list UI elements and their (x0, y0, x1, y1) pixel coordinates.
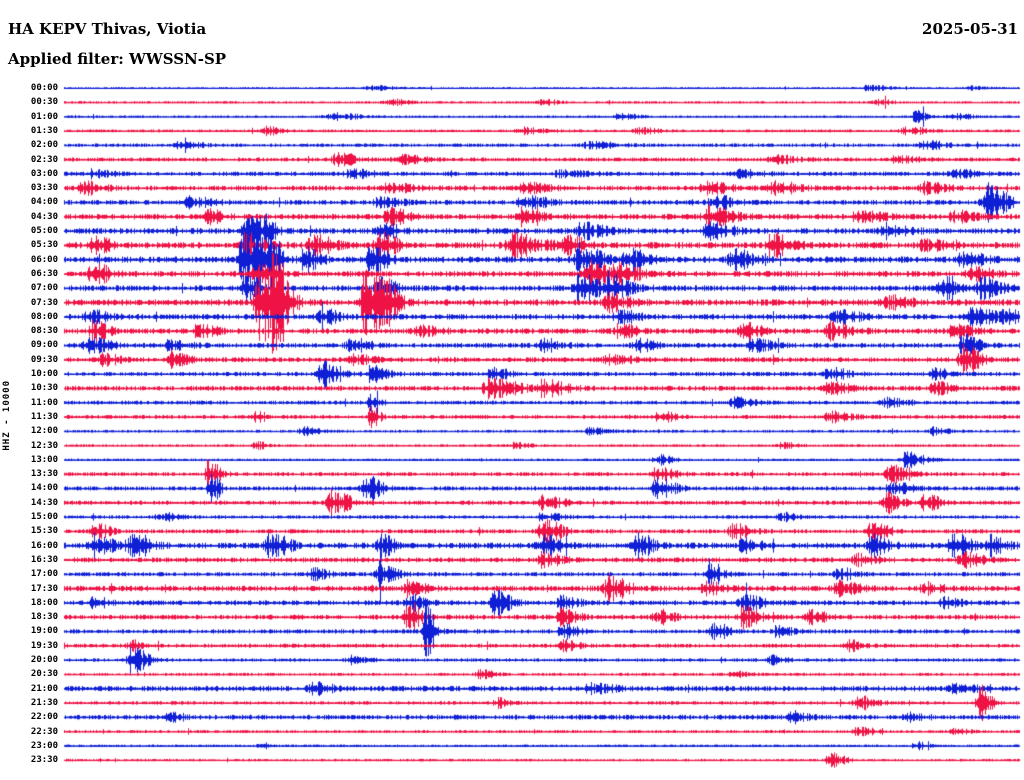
time-label: 12:00 (30, 426, 58, 437)
time-label: 15:00 (30, 512, 58, 522)
time-label: 23:00 (30, 740, 58, 751)
time-label: 22:30 (30, 726, 58, 737)
time-label: 08:30 (30, 326, 58, 337)
date-label: 2025-05-31 (922, 20, 1018, 38)
time-label: 19:00 (30, 626, 58, 637)
station-title: HA KEPV Thivas, Viotia (8, 20, 207, 38)
time-label: 10:00 (30, 369, 58, 379)
time-label: 12:30 (30, 440, 58, 451)
time-label: 09:30 (30, 354, 58, 365)
time-label: 02:30 (30, 154, 58, 165)
time-label: 05:30 (30, 240, 58, 251)
time-label: 06:30 (30, 268, 58, 279)
time-label: 07:00 (30, 283, 58, 294)
time-label: 07:30 (30, 297, 58, 308)
time-label: 15:30 (30, 526, 58, 537)
time-label: 04:30 (30, 211, 58, 222)
time-label: 21:30 (30, 697, 58, 708)
time-label: 21:00 (30, 683, 58, 694)
time-label: 16:00 (30, 540, 58, 551)
time-label: 00:30 (30, 97, 58, 108)
time-label: 10:30 (30, 383, 58, 394)
time-label: 18:30 (30, 612, 58, 623)
time-label: 11:30 (30, 411, 58, 422)
filter-label: Applied filter: WWSSN-SP (8, 50, 227, 68)
time-label: 02:00 (30, 140, 58, 151)
time-label: 08:00 (30, 311, 58, 322)
time-label: 16:30 (30, 554, 58, 565)
time-label: 03:30 (30, 183, 58, 194)
time-label: 01:30 (30, 125, 58, 136)
time-label: 13:30 (30, 469, 58, 480)
time-label: 13:00 (30, 454, 58, 465)
time-label: 22:00 (30, 712, 58, 723)
time-label: 06:00 (30, 254, 58, 265)
time-label: 05:00 (30, 226, 58, 236)
time-label: 14:00 (30, 483, 58, 494)
time-label: 00:00 (30, 83, 58, 93)
time-label: 03:00 (30, 168, 58, 179)
time-label: 17:30 (30, 583, 58, 594)
time-label: 11:00 (30, 397, 58, 408)
time-label: 23:30 (30, 755, 58, 766)
time-label: 19:30 (30, 640, 58, 651)
time-label: 20:30 (30, 669, 58, 680)
time-label: 14:30 (30, 497, 58, 508)
time-label: 17:00 (30, 569, 58, 580)
time-label: 18:00 (30, 597, 58, 608)
time-label: 09:00 (30, 340, 58, 351)
time-label: 04:00 (30, 197, 58, 208)
time-label: 20:00 (30, 655, 58, 665)
time-label: 01:00 (30, 111, 58, 122)
